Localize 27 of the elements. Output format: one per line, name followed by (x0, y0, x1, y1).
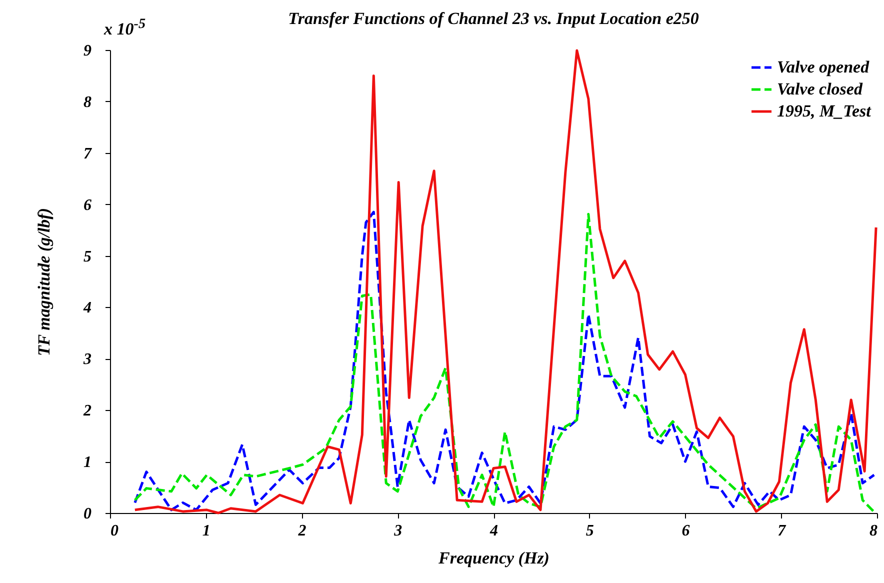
y-tick-label: 9 (84, 42, 92, 60)
y-tick-label: 3 (82, 351, 92, 368)
x-tick-label: 2 (297, 522, 306, 540)
text: x 10$^{-5}$ (104, 16, 146, 40)
legend-label: Valve closed (777, 80, 863, 98)
chart-title: Transfer Functions of Channel 23 vs. Input Location e250 (288, 9, 700, 28)
x-tick-label: 8 (870, 522, 878, 540)
y-tick-label: 0 (84, 506, 92, 522)
y-tick-label: 1 (84, 454, 92, 472)
x-tick-label: 3 (393, 522, 402, 540)
legend-label: 1995, M_Test (777, 102, 872, 120)
x-tick-label: 4 (489, 522, 498, 540)
y-tick-label: 5 (84, 248, 92, 266)
x-tick-label: 5 (586, 522, 594, 540)
x-axis-title: Frequency (Hz) (438, 548, 550, 568)
x-tick-label: 6 (682, 522, 690, 540)
x-tick-label: 0 (110, 522, 118, 540)
y-tick-label: 7 (84, 145, 92, 162)
y-tick-label: 2 (82, 402, 92, 420)
y-tick-label: 8 (84, 94, 92, 111)
y-tick-label: 6 (84, 196, 92, 214)
x-tick-label: 1 (202, 522, 210, 540)
legend-label: Valve opened (777, 58, 870, 76)
line-series (134, 49, 878, 514)
y-tick-label: 4 (82, 300, 92, 317)
y-axis-title: TF magnitude (g/lbf) (34, 208, 54, 356)
x-tick-label: 7 (778, 522, 787, 540)
